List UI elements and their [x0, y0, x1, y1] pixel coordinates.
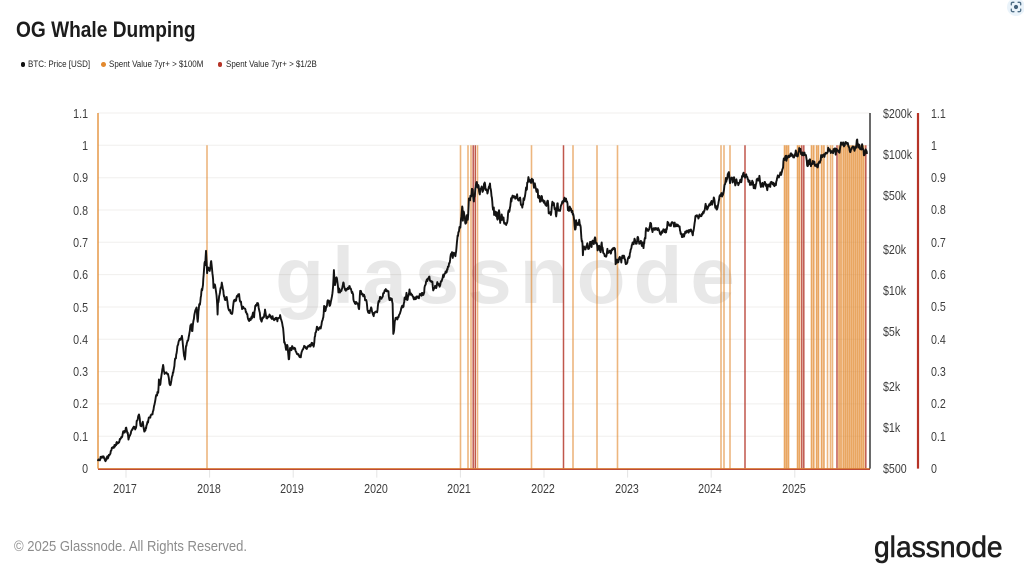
svg-text:glassnode: glassnode	[275, 231, 743, 320]
